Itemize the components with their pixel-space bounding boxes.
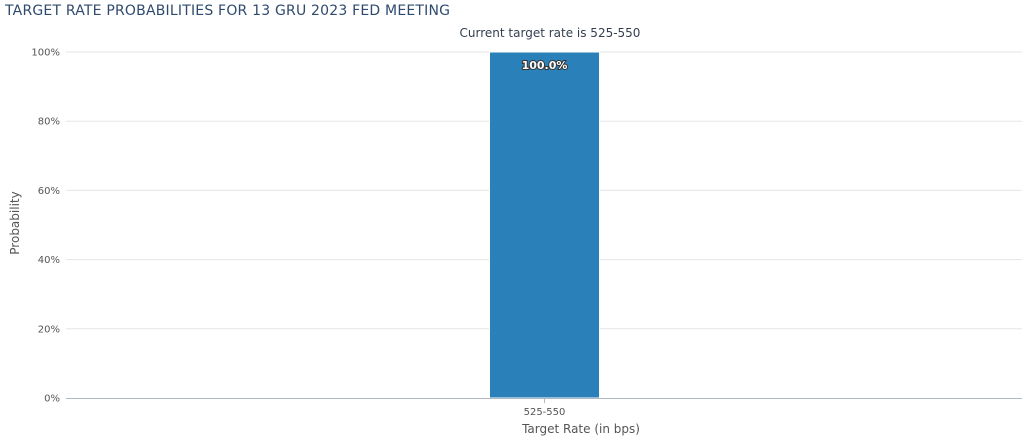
page-title: TARGET RATE PROBABILITIES FOR 13 GRU 202… bbox=[5, 3, 451, 19]
y-axis-title: Probability bbox=[8, 191, 22, 254]
bars[interactable]: 100.0% bbox=[489, 51, 600, 399]
y-tick-label: 80% bbox=[38, 117, 60, 128]
bar-525-550[interactable] bbox=[489, 51, 600, 399]
y-tick-label: 40% bbox=[38, 255, 60, 266]
y-tick-label: 0% bbox=[44, 394, 60, 405]
y-tick-label: 100% bbox=[31, 48, 60, 59]
x-tick-label: 525-550 bbox=[524, 407, 566, 418]
bar-data-label: 100.0% bbox=[522, 59, 568, 72]
y-tick-label: 60% bbox=[38, 186, 60, 197]
y-tick-label: 20% bbox=[38, 324, 60, 335]
x-axis: 525-550 bbox=[66, 398, 1022, 418]
y-axis-ticks: 0% 20% 40% 60% 80% 100% bbox=[31, 48, 60, 405]
chart-subtitle: Current target rate is 525-550 bbox=[460, 26, 641, 40]
x-axis-title: Target Rate (in bps) bbox=[521, 422, 640, 436]
